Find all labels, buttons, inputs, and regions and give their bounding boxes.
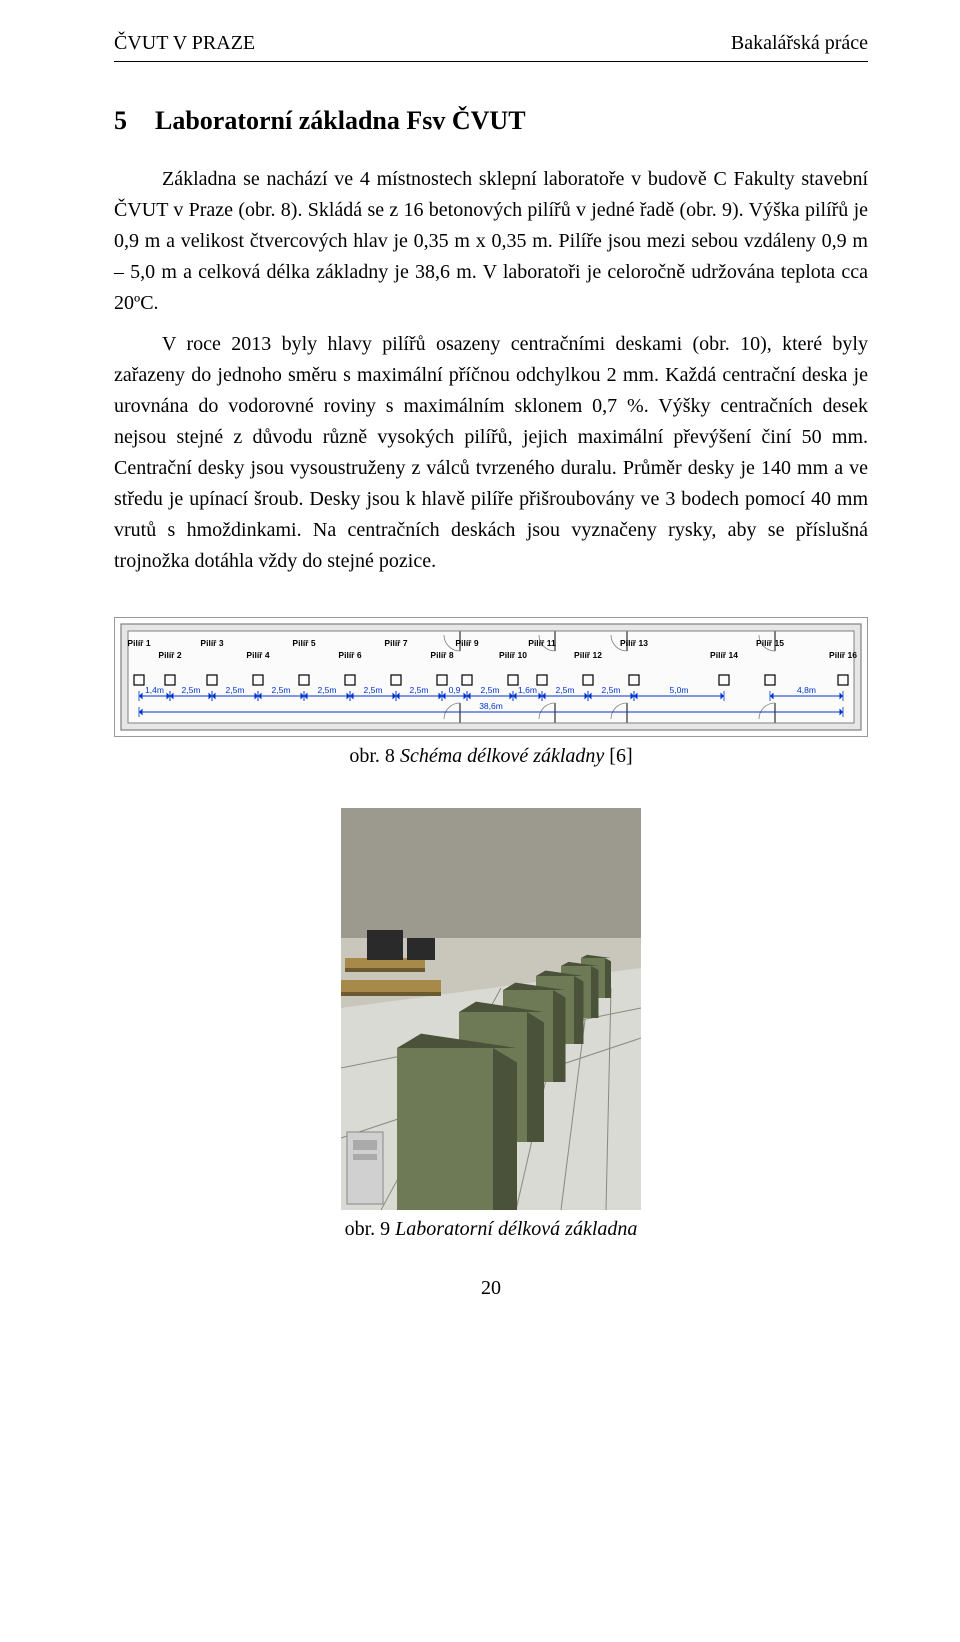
svg-text:Pilíř 10: Pilíř 10 <box>499 650 527 660</box>
figure-9-caption-italic: Laboratorní délková základna <box>395 1218 637 1240</box>
svg-text:2,5m: 2,5m <box>556 685 575 695</box>
header-rule <box>114 61 868 62</box>
svg-text:Pilíř 16: Pilíř 16 <box>829 650 857 660</box>
svg-text:Pilíř 12: Pilíř 12 <box>574 650 602 660</box>
svg-text:Pilíř 3: Pilíř 3 <box>200 638 223 648</box>
svg-text:2,5m: 2,5m <box>410 685 429 695</box>
figure-8-caption-prefix: obr. 8 <box>349 745 400 767</box>
figure-8-caption-italic: Schéma délkové základny <box>400 745 604 767</box>
svg-text:1,6m: 1,6m <box>518 685 537 695</box>
svg-text:1,4m: 1,4m <box>145 685 164 695</box>
svg-text:2,5m: 2,5m <box>182 685 201 695</box>
paragraph-1: Základna se nachází ve 4 místnostech skl… <box>114 164 868 319</box>
section-heading: 5 Laboratorní základna Fsv ČVUT <box>114 106 868 136</box>
figure-9-caption: obr. 9 Laboratorní délková základna <box>114 1218 868 1241</box>
section-title-text: Laboratorní základna Fsv ČVUT <box>155 106 526 135</box>
svg-text:Pilíř 13: Pilíř 13 <box>620 638 648 648</box>
figure-8-caption: obr. 8 Schéma délkové základny [6] <box>114 745 868 768</box>
svg-text:2,5m: 2,5m <box>602 685 621 695</box>
svg-text:Pilíř 6: Pilíř 6 <box>338 650 361 660</box>
svg-text:Pilíř 1: Pilíř 1 <box>127 638 150 648</box>
svg-text:5,0m: 5,0m <box>670 685 689 695</box>
page-number: 20 <box>114 1277 868 1300</box>
photo-frame <box>341 808 641 1210</box>
svg-text:Pilíř 8: Pilíř 8 <box>430 650 453 660</box>
svg-text:Pilíř 2: Pilíř 2 <box>158 650 181 660</box>
figure-9: obr. 9 Laboratorní délková základna <box>114 808 868 1241</box>
length-baseline-diagram: Pilíř 1 Pilíř 2 Pilíř 3 Pilíř 4 Pilíř 5 Pilíř… <box>115 618 867 736</box>
svg-text:2,5m: 2,5m <box>318 685 337 695</box>
svg-text:Pilíř 7: Pilíř 7 <box>384 638 407 648</box>
svg-text:2,5m: 2,5m <box>481 685 500 695</box>
section-number: 5 <box>114 106 127 136</box>
svg-text:Pilíř 14: Pilíř 14 <box>710 650 738 660</box>
running-header-left: ČVUT V PRAZE <box>114 32 255 55</box>
figure-8-caption-suffix: [6] <box>604 745 632 767</box>
figure-8: Pilíř 1 Pilíř 2 Pilíř 3 Pilíř 4 Pilíř 5 Pilíř… <box>114 617 868 768</box>
paragraph-2: V roce 2013 byly hlavy pilířů osazeny ce… <box>114 329 868 577</box>
diagram-container: Pilíř 1 Pilíř 2 Pilíř 3 Pilíř 4 Pilíř 5 Pilíř… <box>114 617 868 737</box>
figure-9-caption-prefix: obr. 9 <box>345 1218 396 1240</box>
svg-text:38,6m: 38,6m <box>479 701 503 711</box>
svg-text:2,5m: 2,5m <box>226 685 245 695</box>
svg-text:2,5m: 2,5m <box>364 685 383 695</box>
svg-text:Pilíř 15: Pilíř 15 <box>756 638 784 648</box>
svg-text:Pilíř 5: Pilíř 5 <box>292 638 315 648</box>
svg-text:Pilíř 4: Pilíř 4 <box>246 650 269 660</box>
svg-text:Pilíř 9: Pilíř 9 <box>455 638 478 648</box>
svg-text:2,5m: 2,5m <box>272 685 291 695</box>
lab-photo <box>341 808 641 1210</box>
svg-text:4,8m: 4,8m <box>797 685 816 695</box>
running-header-right: Bakalářská práce <box>731 32 868 55</box>
svg-text:0,9: 0,9 <box>449 685 461 695</box>
svg-text:Pilíř 11: Pilíř 11 <box>528 638 556 648</box>
